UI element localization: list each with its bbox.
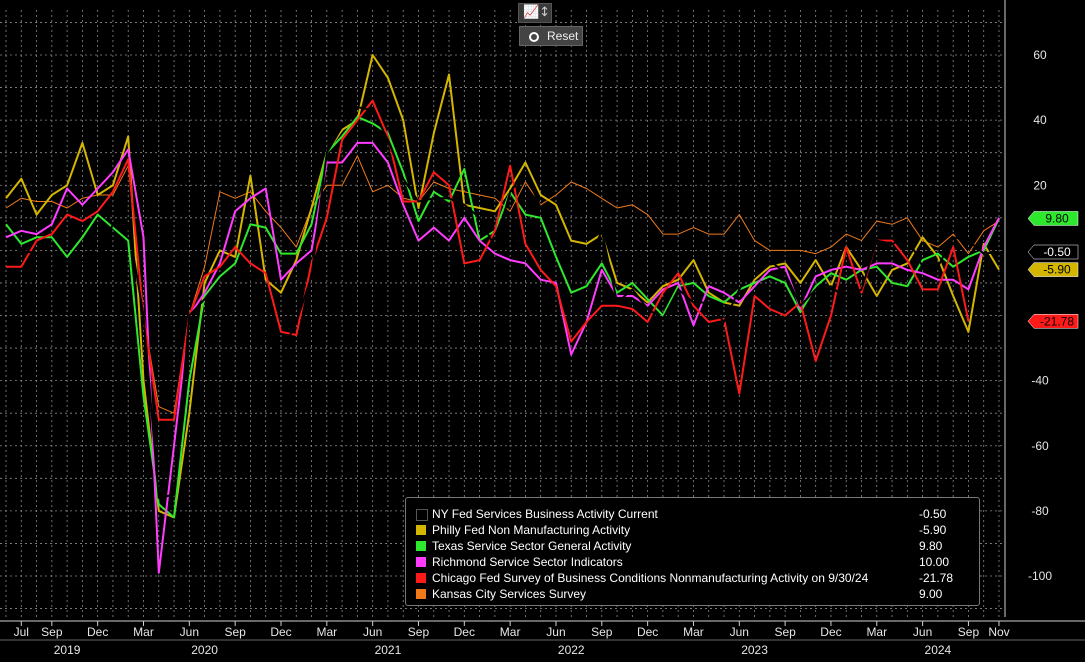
legend-row: Kansas City Services Survey 9.00 (416, 586, 976, 602)
badge-value: 9.80 (1045, 211, 1069, 225)
legend-value: 9.00 (919, 587, 943, 601)
last-value-badge: 9.80 (1027, 211, 1079, 226)
y-tick-label: 20 (1033, 178, 1047, 192)
x-tick-label: Jun (363, 625, 382, 639)
x-tick-label: Mar (133, 625, 154, 639)
series-line (5, 106, 1000, 499)
x-tick-label: Dec (87, 625, 108, 639)
reset-button[interactable]: Reset (519, 26, 583, 46)
series-line (5, 155, 1000, 414)
last-value-badge: -0.50 (1027, 244, 1079, 260)
x-tick-label: Jun (546, 625, 565, 639)
x-tick-label: Dec (820, 625, 841, 639)
legend-row: NY Fed Services Business Activity Curren… (416, 506, 976, 522)
legend-value: 9.80 (919, 539, 943, 553)
chart-zoom-toolbar[interactable]: 📈↕ (518, 3, 552, 23)
x-tick-label: Jun (180, 625, 199, 639)
series-lines (5, 54, 1000, 574)
x-tick-label: Jun (730, 625, 749, 639)
legend-swatch (416, 525, 426, 535)
y-tick-label: 40 (1033, 113, 1047, 127)
y-tick-label: -100 (1028, 569, 1052, 583)
legend-label: Kansas City Services Survey (432, 587, 587, 601)
series-line (6, 99, 970, 421)
chart-zoom-icon[interactable]: 📈↕ (523, 5, 551, 20)
series-line (5, 115, 1000, 519)
x-tick-label: Jun (913, 625, 932, 639)
x-tick-label: Dec (270, 625, 291, 639)
badge-value: -0.50 (1043, 245, 1071, 259)
x-tick-label: Sep (41, 625, 63, 639)
legend-value: -21.78 (919, 571, 954, 585)
x-tick-label: Dec (637, 625, 658, 639)
x-tick-label: Mar (866, 625, 887, 639)
x-tick-label: Nov (988, 625, 1009, 639)
legend-swatch (416, 509, 428, 521)
legend-box: NY Fed Services Business Activity Curren… (405, 497, 980, 606)
legend-label: Texas Service Sector General Activity (432, 539, 632, 553)
x-tick-label: Mar (316, 625, 337, 639)
x-tick-label: Mar (500, 625, 521, 639)
x-tick-label: Dec (454, 625, 475, 639)
reset-button-label: Reset (547, 29, 579, 43)
legend-value: 10.00 (919, 555, 950, 569)
radio-dot-icon (529, 32, 539, 42)
x-year-label: 2022 (558, 643, 585, 657)
y-tick-label: -40 (1031, 374, 1049, 388)
legend-swatch (416, 589, 426, 599)
legend-swatch (416, 557, 426, 567)
legend-label: Richmond Service Sector Indicators (432, 555, 623, 569)
x-year-label: 2023 (741, 643, 768, 657)
legend-label: Chicago Fed Survey of Business Condition… (432, 571, 869, 585)
legend-label: Philly Fed Non Manufacturing Activity (432, 523, 631, 537)
badge-shape (1027, 262, 1079, 277)
y-tick-label: -60 (1031, 439, 1049, 453)
legend-value: -0.50 (919, 507, 947, 521)
y-tick-label: 60 (1033, 48, 1047, 62)
legend-value: -5.90 (919, 523, 947, 537)
last-value-badge: -21.78 (1027, 314, 1079, 329)
badge-shape (1027, 314, 1079, 329)
x-year-label: 2020 (191, 643, 218, 657)
x-year-label: 2019 (54, 643, 81, 657)
legend-swatch (416, 573, 426, 583)
x-tick-label: Jul (14, 625, 29, 639)
legend-label: NY Fed Services Business Activity Curren… (432, 507, 658, 521)
x-tick-label: Sep (591, 625, 613, 639)
x-tick-label: Mar (683, 625, 704, 639)
y-tick-label: -80 (1031, 504, 1049, 518)
badge-value: -21.78 (1040, 314, 1074, 328)
x-tick-label: Sep (408, 625, 430, 639)
legend-row: Richmond Service Sector Indicators 10.00 (416, 554, 976, 570)
x-tick-label: Sep (224, 625, 246, 639)
series-line (5, 141, 1000, 574)
badge-shape (1027, 244, 1079, 260)
badge-shape (1027, 211, 1079, 226)
legend-swatch (416, 541, 426, 551)
legend-row: Texas Service Sector General Activity 9.… (416, 538, 976, 554)
badge-value: -5.90 (1043, 263, 1071, 277)
last-value-badges: -0.50 -5.90 9.80 -21.78 (1027, 211, 1079, 329)
last-value-badge: -5.90 (1027, 262, 1079, 277)
legend-row: Chicago Fed Survey of Business Condition… (416, 570, 976, 586)
x-tick-label: Sep (774, 625, 796, 639)
legend-row: Philly Fed Non Manufacturing Activity -5… (416, 522, 976, 538)
x-tick-label: Sep (958, 625, 980, 639)
x-year-label: 2021 (375, 643, 402, 657)
x-year-label: 2024 (925, 643, 952, 657)
